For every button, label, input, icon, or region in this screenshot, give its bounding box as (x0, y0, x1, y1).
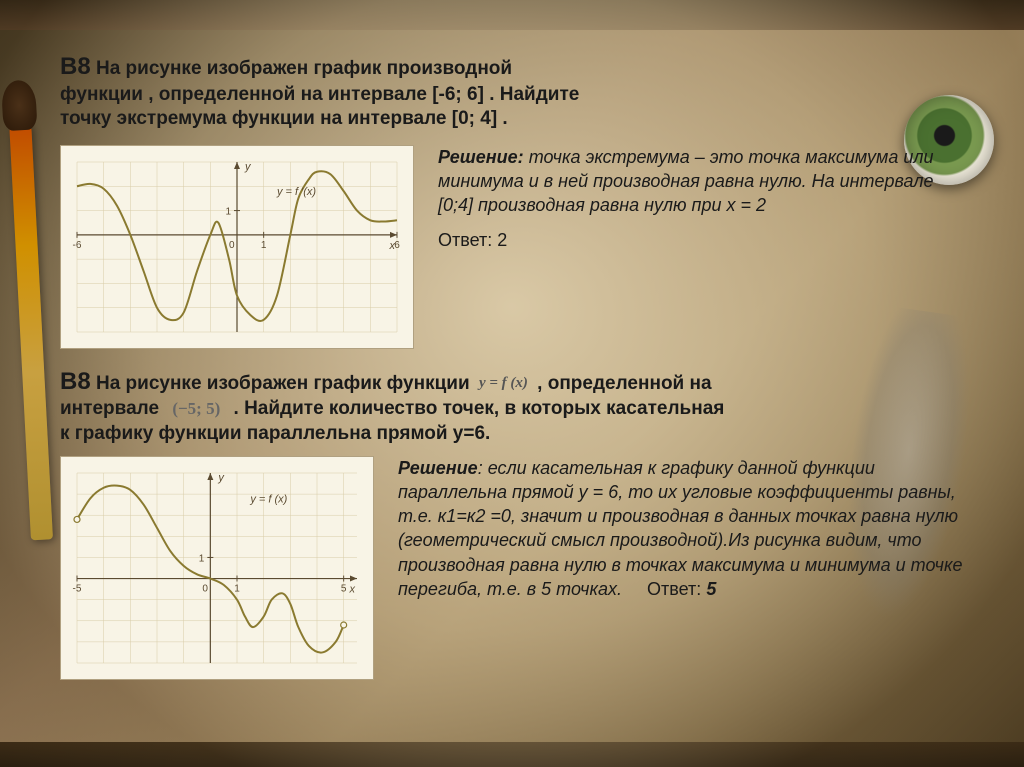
chart-2: xy-50151y = f (x) (60, 456, 374, 680)
svg-text:x: x (349, 583, 356, 595)
problem-1-row: xy-60161y = f ′(x) Решение: точка экстре… (60, 145, 964, 349)
solution-1-label: Решение: (438, 147, 524, 167)
solution-2-label: Решение (398, 458, 478, 478)
answer-1-value: 2 (497, 230, 507, 250)
problem-1-text-2: функции , определенной на интервале [-6;… (60, 82, 964, 109)
problem-2-answer: Ответ: 5 (627, 579, 716, 599)
chart-1: xy-60161y = f ′(x) (60, 145, 414, 349)
problem-1-text-3: точку экстремума функции на интервале [0… (60, 106, 964, 133)
problem-2-row: xy-50151y = f (x) Решение: если касатель… (60, 456, 964, 680)
problem-2-text-2a: интервале (60, 398, 159, 419)
svg-text:1: 1 (234, 583, 240, 594)
problem-1-text-1: На рисунке изображен график производной (96, 58, 512, 79)
answer-2-label: Ответ: (647, 579, 701, 599)
svg-text:6: 6 (394, 240, 400, 251)
problem-2-text-1b: , определенной на (537, 373, 711, 394)
chart-2-svg: xy-50151y = f (x) (67, 463, 367, 673)
problem-1-solution: Решение: точка экстремума – это точка ма… (438, 145, 964, 252)
svg-text:0: 0 (202, 583, 208, 594)
svg-text:y = f ′(x): y = f ′(x) (276, 186, 316, 198)
svg-text:1: 1 (199, 553, 205, 564)
problem-2-solution: Решение: если касательная к графику данн… (398, 456, 964, 602)
answer-1-label: Ответ: (438, 230, 492, 250)
frame-bottom (0, 742, 1024, 767)
problem-2-line2: интервале (−5; 5) . Найдите количество т… (60, 396, 964, 423)
problem-2-title: В8 На рисунке изображен график функции y… (60, 365, 964, 399)
svg-text:1: 1 (261, 240, 267, 251)
chart-1-svg: xy-60161y = f ′(x) (67, 152, 407, 342)
svg-text:-6: -6 (73, 240, 82, 251)
svg-text:5: 5 (341, 583, 347, 594)
problem-2-text-3: к графику функции параллельна прямой у=6… (60, 421, 964, 448)
slide-content: В8 На рисунке изображен график производн… (0, 0, 1024, 726)
svg-text:1: 1 (225, 206, 231, 217)
problem-2: В8 На рисунке изображен график функции y… (60, 365, 964, 680)
problem-1-answer: Ответ: 2 (438, 228, 964, 252)
problem-1-title: В8 На рисунке изображен график производн… (60, 50, 964, 84)
answer-2-value: 5 (706, 579, 716, 599)
problem-2-label: В8 (60, 368, 91, 395)
problem-1-label: В8 (60, 53, 91, 80)
problem-2-text-2b: . Найдите количество точек, в которых ка… (234, 398, 725, 419)
solution-2-text: : если касательная к графику данной функ… (398, 458, 963, 599)
interval-notation: (−5; 5) (164, 397, 228, 421)
svg-text:0: 0 (229, 240, 235, 251)
formula-yfx: y = f (x) (475, 373, 532, 394)
problem-1: В8 На рисунке изображен график производн… (60, 50, 964, 349)
svg-text:y = f (x): y = f (x) (249, 493, 287, 505)
svg-text:-5: -5 (73, 583, 82, 594)
problem-2-text-1: На рисунке изображен график функции (96, 373, 470, 394)
